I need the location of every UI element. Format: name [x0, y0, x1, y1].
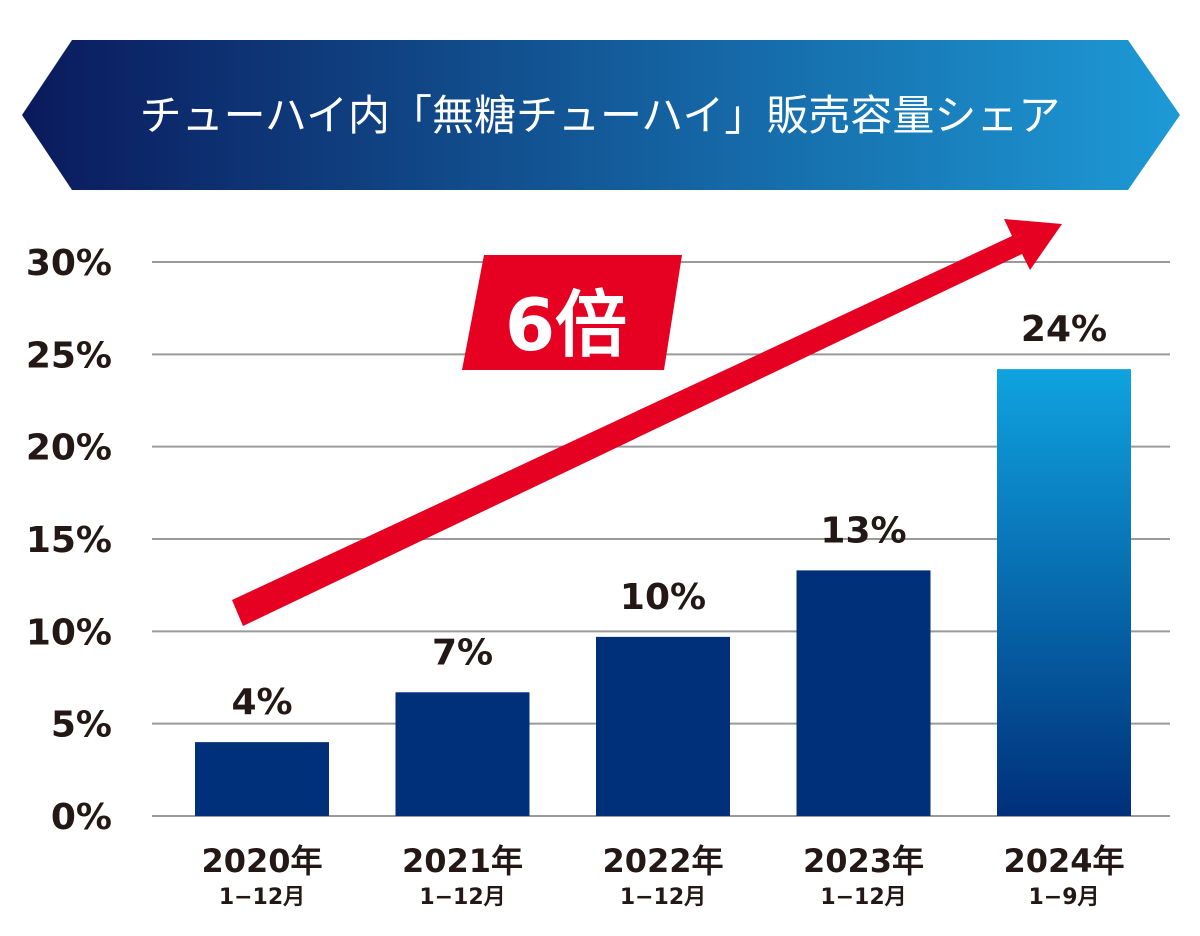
y-tick-label: 10%: [26, 612, 112, 653]
y-tick-label: 5%: [51, 705, 112, 746]
data-label: 4%: [231, 682, 292, 723]
x-tick-label: 2023年: [803, 842, 924, 880]
x-tick-label: 2020年: [201, 842, 322, 880]
y-tick-label: 25%: [26, 335, 112, 376]
y-tick-label: 15%: [26, 520, 112, 561]
y-tick-label: 30%: [26, 243, 112, 284]
x-tick-sublabel: 1−12月: [620, 885, 706, 910]
title-banner: [22, 40, 1180, 190]
growth-arrow: [232, 219, 1062, 626]
bar: [395, 692, 530, 816]
x-tick-label: 2022年: [602, 842, 723, 880]
x-tick-sublabel: 1−12月: [820, 885, 906, 910]
x-tick-sublabel: 1−12月: [219, 885, 305, 910]
y-tick-label: 20%: [26, 428, 112, 469]
annotation-text: 6倍: [505, 283, 627, 367]
x-tick-label: 2021年: [402, 842, 523, 880]
data-label: 7%: [432, 632, 493, 673]
x-tick-label: 2024年: [1003, 842, 1124, 880]
bar: [596, 636, 730, 816]
bar: [796, 570, 931, 816]
x-tick-sublabel: 1−12月: [419, 885, 505, 910]
chart-title: チューハイ内「無糖チューハイ」販売容量シェア: [140, 91, 1061, 140]
data-label: 13%: [820, 510, 906, 551]
bar: [997, 369, 1131, 816]
bar: [195, 742, 329, 816]
data-label: 24%: [1021, 309, 1107, 350]
data-label: 10%: [620, 577, 706, 618]
y-tick-label: 0%: [51, 797, 112, 838]
x-tick-sublabel: 1−9月: [1028, 885, 1099, 910]
annotation-badge: [462, 255, 682, 370]
